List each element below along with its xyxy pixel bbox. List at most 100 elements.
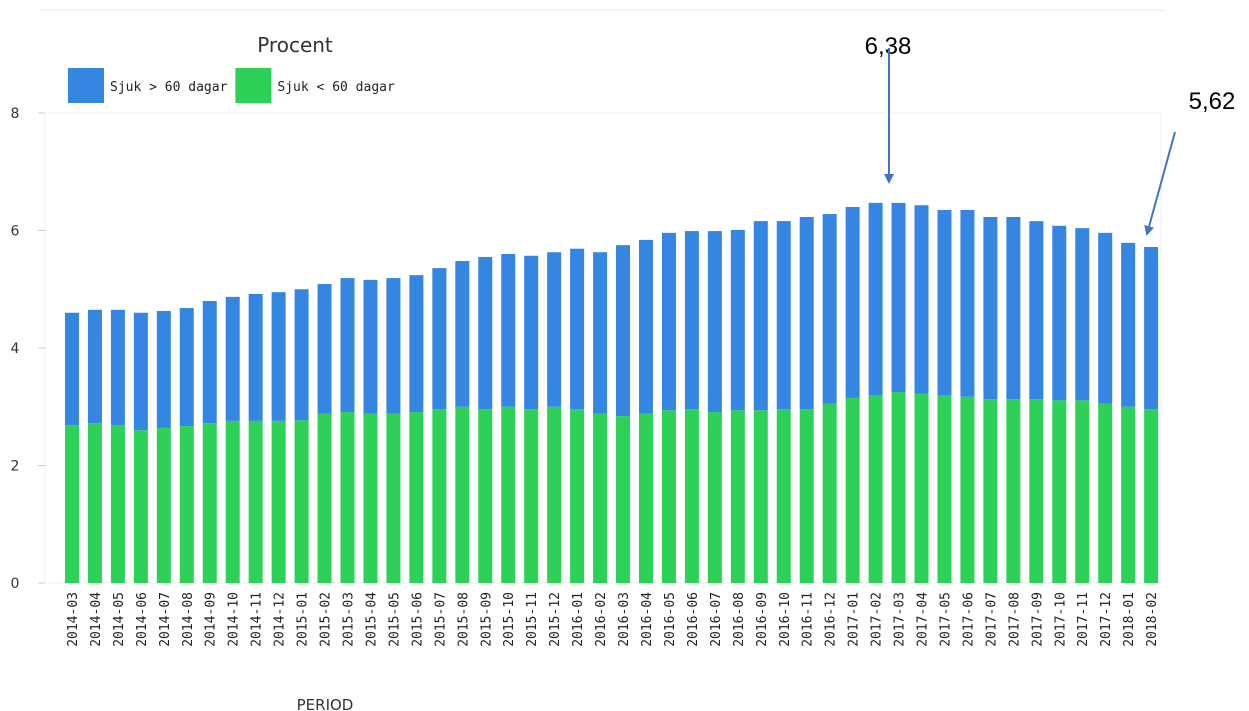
bar-segment bbox=[593, 413, 608, 583]
bar-segment bbox=[225, 420, 240, 583]
bar-segment bbox=[294, 420, 309, 583]
x-tick-label: 2015-01 bbox=[296, 592, 311, 647]
legend-swatch bbox=[68, 68, 104, 103]
bar-segment bbox=[914, 393, 929, 583]
x-tick-label: 2016-10 bbox=[778, 592, 793, 647]
bar-segment bbox=[225, 296, 240, 421]
bar-segment bbox=[983, 216, 998, 400]
bar-segment bbox=[271, 420, 286, 583]
x-tick-label: 2016-01 bbox=[571, 592, 586, 647]
x-tick-label: 2014-06 bbox=[135, 592, 150, 647]
bar-segment bbox=[1006, 399, 1021, 583]
x-tick-label: 2017-12 bbox=[1099, 592, 1114, 647]
bar-segment bbox=[868, 202, 883, 395]
bar-segment bbox=[730, 229, 745, 411]
bar-segment bbox=[1144, 409, 1159, 583]
y-tick-label: 2 bbox=[11, 459, 20, 475]
x-tick-label: 2015-03 bbox=[342, 592, 357, 647]
bar-segment bbox=[891, 202, 906, 393]
x-tick-label: 2016-12 bbox=[824, 592, 839, 647]
bar-segment bbox=[501, 406, 516, 583]
x-tick-label: 2015-06 bbox=[410, 592, 425, 647]
bar-segment bbox=[547, 406, 562, 583]
bar-segment bbox=[1075, 228, 1090, 401]
annotation-arrow bbox=[1144, 131, 1176, 236]
x-tick-label: 2017-06 bbox=[961, 592, 976, 647]
bar-segment bbox=[1121, 242, 1136, 407]
bar-segment bbox=[248, 293, 263, 421]
x-tick-label: 2015-12 bbox=[548, 592, 563, 647]
bar-segment bbox=[661, 232, 676, 411]
bar-segment bbox=[455, 406, 470, 583]
bar-segment bbox=[937, 209, 952, 395]
x-tick-label: 2015-04 bbox=[364, 592, 379, 647]
x-tick-label: 2015-02 bbox=[319, 592, 334, 647]
x-tick-label: 2016-06 bbox=[686, 592, 701, 647]
x-tick-label: 2017-11 bbox=[1076, 592, 1091, 647]
bar-segment bbox=[937, 395, 952, 583]
x-tick-label: 2016-07 bbox=[709, 592, 724, 647]
bar-segment bbox=[524, 255, 539, 410]
bar-segment bbox=[432, 409, 447, 583]
bar-segment bbox=[707, 412, 722, 583]
x-tick-label: 2015-08 bbox=[456, 592, 471, 647]
bar-segment bbox=[1029, 221, 1044, 400]
bar-segment bbox=[914, 205, 929, 394]
bar-segment bbox=[983, 399, 998, 583]
x-tick-label: 2017-10 bbox=[1053, 592, 1068, 647]
bar-segment bbox=[340, 412, 355, 583]
bar-segment bbox=[1075, 400, 1090, 583]
bar-segment bbox=[570, 409, 585, 583]
bar-segment bbox=[960, 396, 975, 583]
x-tick-label: 2016-11 bbox=[801, 592, 816, 647]
bar-segment bbox=[638, 239, 653, 414]
bar-segment bbox=[891, 392, 906, 583]
x-tick-label: 2017-04 bbox=[916, 592, 931, 647]
x-tick-label: 2018-01 bbox=[1122, 592, 1137, 647]
bar-segment bbox=[409, 275, 424, 413]
x-tick-label: 2014-05 bbox=[112, 592, 127, 647]
x-tick-label: 2015-07 bbox=[433, 592, 448, 647]
bar-segment bbox=[317, 413, 332, 583]
bar-segment bbox=[1144, 246, 1159, 410]
x-tick-label: 2015-09 bbox=[479, 592, 494, 647]
x-tick-label: 2014-04 bbox=[89, 592, 104, 647]
bar-segment bbox=[570, 248, 585, 410]
annotation: 5,62 bbox=[1189, 88, 1236, 115]
bar-segment bbox=[638, 413, 653, 583]
bar-segment bbox=[776, 409, 791, 583]
x-tick-label: 2015-05 bbox=[387, 592, 402, 647]
x-tick-label: 2016-03 bbox=[617, 592, 632, 647]
legend-swatch bbox=[235, 68, 272, 103]
x-tick-label: 2016-05 bbox=[663, 592, 678, 647]
bar-segment bbox=[478, 409, 493, 583]
y-tick-label: 0 bbox=[11, 576, 20, 592]
bar-segment bbox=[179, 426, 194, 583]
bar-segment bbox=[684, 231, 699, 410]
x-tick-label: 2017-03 bbox=[893, 592, 908, 647]
bar-segment bbox=[753, 221, 768, 411]
bar-segment bbox=[455, 261, 470, 407]
bar-segment bbox=[363, 413, 378, 583]
bar-segment bbox=[868, 395, 883, 583]
bar-segment bbox=[110, 309, 125, 425]
x-tick-label: 2014-10 bbox=[227, 592, 242, 647]
bar-segment bbox=[799, 216, 814, 410]
x-tick-label: 2017-01 bbox=[847, 592, 862, 647]
bar-segment bbox=[248, 420, 263, 583]
x-tick-label: 2014-08 bbox=[181, 592, 196, 647]
x-axis-label: PERIOD bbox=[297, 696, 354, 711]
bar-segment bbox=[730, 410, 745, 583]
bar-segment bbox=[87, 423, 102, 583]
x-tick-label: 2014-12 bbox=[273, 592, 288, 647]
bar-segment bbox=[133, 312, 148, 431]
y-tick-label: 6 bbox=[11, 224, 20, 240]
bar-segment bbox=[1006, 216, 1021, 400]
bar-segment bbox=[340, 278, 355, 413]
x-tick-label: 2014-03 bbox=[66, 592, 81, 647]
bar-segment bbox=[271, 292, 286, 421]
x-tick-label: 2014-07 bbox=[158, 592, 173, 647]
x-tick-label: 2017-08 bbox=[1007, 592, 1022, 647]
x-tick-label: 2017-07 bbox=[984, 592, 999, 647]
